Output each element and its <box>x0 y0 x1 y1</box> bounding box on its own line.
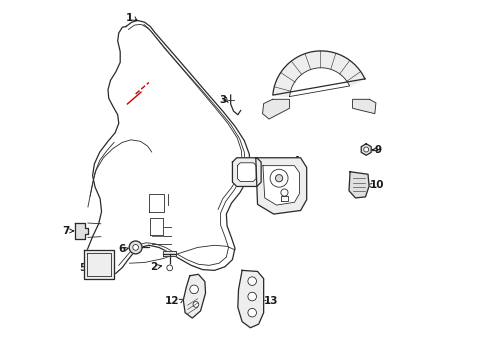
Text: 3: 3 <box>219 95 226 105</box>
Polygon shape <box>361 144 371 155</box>
Polygon shape <box>238 163 256 181</box>
Circle shape <box>275 175 283 182</box>
Polygon shape <box>263 99 290 119</box>
Circle shape <box>248 277 256 285</box>
Circle shape <box>248 309 256 317</box>
Circle shape <box>129 241 142 254</box>
Polygon shape <box>149 194 164 212</box>
Circle shape <box>193 302 199 307</box>
Text: 1: 1 <box>126 13 133 23</box>
Circle shape <box>270 169 288 187</box>
Circle shape <box>167 265 172 271</box>
Text: 6: 6 <box>119 244 126 254</box>
Circle shape <box>248 292 256 301</box>
Circle shape <box>190 285 198 294</box>
Circle shape <box>133 244 139 250</box>
Text: 9: 9 <box>375 144 382 154</box>
Polygon shape <box>84 250 114 279</box>
Polygon shape <box>150 218 163 234</box>
Text: 12: 12 <box>165 296 180 306</box>
Text: 13: 13 <box>264 296 278 306</box>
Text: 2: 2 <box>150 262 157 272</box>
Polygon shape <box>263 166 299 205</box>
Text: 10: 10 <box>370 180 384 190</box>
Polygon shape <box>256 158 307 214</box>
Polygon shape <box>238 270 264 328</box>
Polygon shape <box>183 274 205 318</box>
Polygon shape <box>75 223 88 239</box>
Polygon shape <box>163 251 176 256</box>
Text: 8: 8 <box>256 167 263 177</box>
Circle shape <box>364 147 368 152</box>
Polygon shape <box>232 158 261 186</box>
Text: 5: 5 <box>79 263 87 273</box>
Polygon shape <box>281 196 288 201</box>
Polygon shape <box>353 99 376 114</box>
Text: 7: 7 <box>63 226 70 236</box>
Text: 11: 11 <box>278 76 293 86</box>
Text: 4: 4 <box>293 156 300 166</box>
Polygon shape <box>349 172 369 198</box>
Polygon shape <box>85 21 250 278</box>
Circle shape <box>281 189 288 196</box>
Polygon shape <box>273 51 365 96</box>
